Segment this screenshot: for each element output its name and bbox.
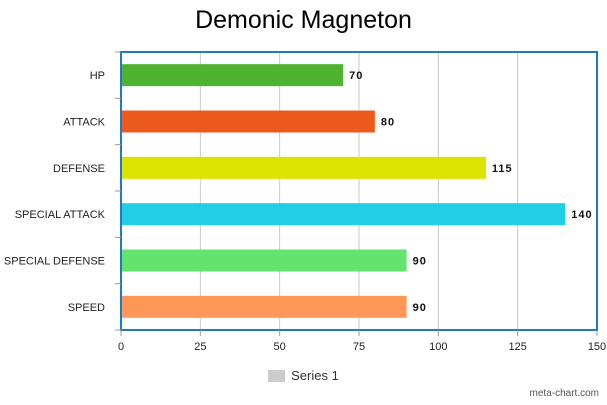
data-label: 90 <box>413 302 427 314</box>
category-label: DEFENSE <box>53 163 105 175</box>
chart-title: Demonic Magneton <box>195 6 412 34</box>
data-label: 80 <box>381 117 395 129</box>
category-label: SPECIAL ATTACK <box>15 209 106 221</box>
x-tick-label: 150 <box>588 341 606 353</box>
bar <box>121 64 344 87</box>
bar <box>121 295 407 318</box>
axes: 0 25 50 75 100 125 150 HP ATTACK DEFENSE SPECIAL A… <box>4 51 606 353</box>
category-label: SPEED <box>68 302 105 314</box>
bar <box>121 249 407 272</box>
x-tick-label: 125 <box>508 341 526 353</box>
category-label: ATTACK <box>63 117 105 129</box>
data-label: 140 <box>571 209 592 221</box>
bar <box>121 203 566 226</box>
x-tick-label: 0 <box>118 341 124 353</box>
grid-lines <box>199 52 519 330</box>
bar <box>121 110 375 133</box>
legend-swatch <box>268 369 286 382</box>
legend: Series 1 <box>0 368 607 383</box>
bars: 70 80 115 140 90 90 <box>121 64 592 318</box>
credit-text: meta-chart.com <box>529 388 599 399</box>
category-label: SPECIAL DEFENSE <box>4 256 105 268</box>
x-tick-label: 25 <box>194 341 206 353</box>
x-tick-label: 50 <box>274 341 286 353</box>
data-label: 70 <box>349 70 363 82</box>
bar <box>121 156 486 179</box>
category-label: HP <box>90 70 105 82</box>
x-tick-label: 75 <box>353 341 365 353</box>
legend-label: Series 1 <box>291 368 339 383</box>
data-label: 115 <box>492 163 513 175</box>
x-tick-label: 100 <box>429 341 447 353</box>
data-label: 90 <box>413 256 427 268</box>
